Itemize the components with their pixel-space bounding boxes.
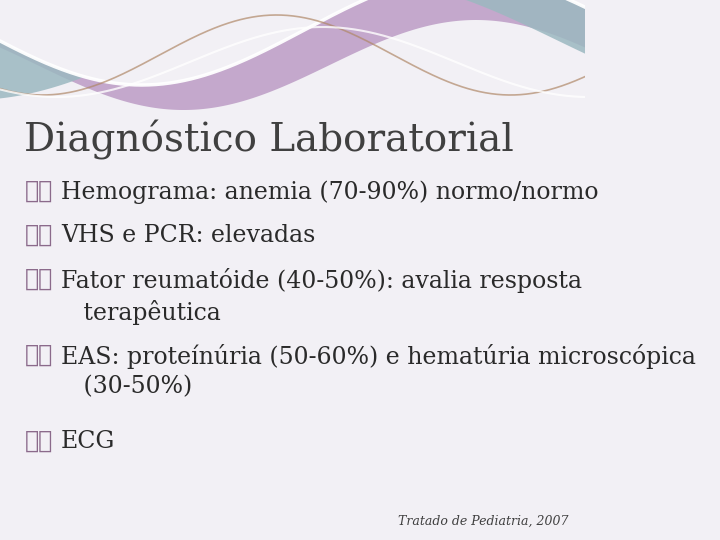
Text: EAS: proteínúria (50-60%) e hematúria microscópica
   (30-50%): EAS: proteínúria (50-60%) e hematúria mi… — [61, 344, 696, 399]
Text: Hemograma: anemia (70-90%) normo/normo: Hemograma: anemia (70-90%) normo/normo — [61, 180, 598, 204]
Polygon shape — [0, 0, 585, 98]
Polygon shape — [0, 0, 585, 85]
Polygon shape — [0, 0, 585, 110]
Text: ∾∾: ∾∾ — [24, 430, 53, 453]
Text: Fator reumatóide (40-50%): avalia resposta
   terapêutica: Fator reumatóide (40-50%): avalia respos… — [61, 268, 582, 325]
Text: VHS e PCR: elevadas: VHS e PCR: elevadas — [61, 224, 315, 247]
Text: Tratado de Pediatria, 2007: Tratado de Pediatria, 2007 — [398, 515, 569, 528]
Text: Diagnóstico Laboratorial: Diagnóstico Laboratorial — [24, 120, 514, 160]
Text: ∾∾: ∾∾ — [24, 268, 53, 291]
Text: ∾∾: ∾∾ — [24, 180, 53, 203]
Text: ∾∾: ∾∾ — [24, 344, 53, 367]
Text: ∾∾: ∾∾ — [24, 224, 53, 247]
Text: ECG: ECG — [61, 430, 115, 453]
